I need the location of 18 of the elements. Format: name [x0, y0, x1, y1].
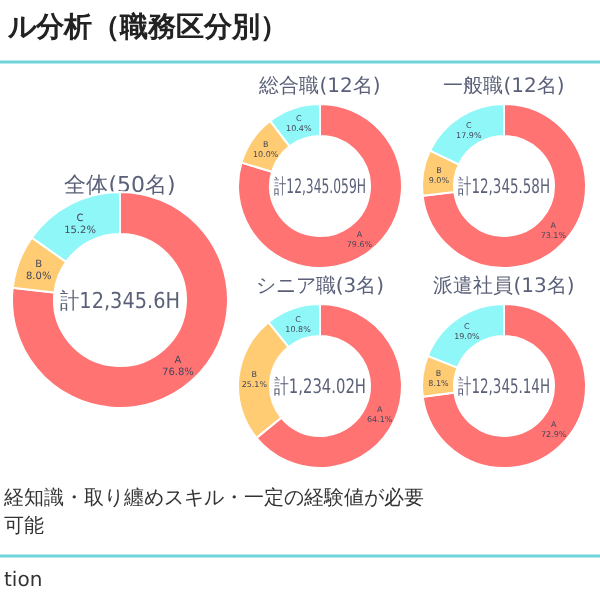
chart-title: シニア職(3名): [255, 274, 385, 298]
text: tion: [4, 570, 43, 592]
donut-slice: [421, 303, 587, 469]
text: 経知識・取り纏めスキル・一定の経験値が必要: [2, 486, 424, 510]
text: 計12,345.58H: [458, 175, 595, 199]
chart-title: 総合職(12名): [257, 74, 381, 98]
text: 計12,345.14H: [458, 375, 595, 399]
chart-title: 派遣社員(13名): [433, 274, 575, 298]
donut-slice: [421, 103, 587, 269]
text: 可能: [4, 514, 44, 538]
text: 計12,345.059H: [274, 175, 424, 199]
text: 計12,345.6H: [60, 287, 197, 314]
chart-title: 一般職(12名): [443, 74, 565, 98]
donut-slice: [11, 191, 229, 409]
text: 計1,234.02H: [274, 375, 399, 399]
chart-title: 全体(50名): [64, 172, 176, 198]
text: ル分析（職務区分別）: [6, 10, 288, 44]
donut-slice: [237, 103, 403, 269]
